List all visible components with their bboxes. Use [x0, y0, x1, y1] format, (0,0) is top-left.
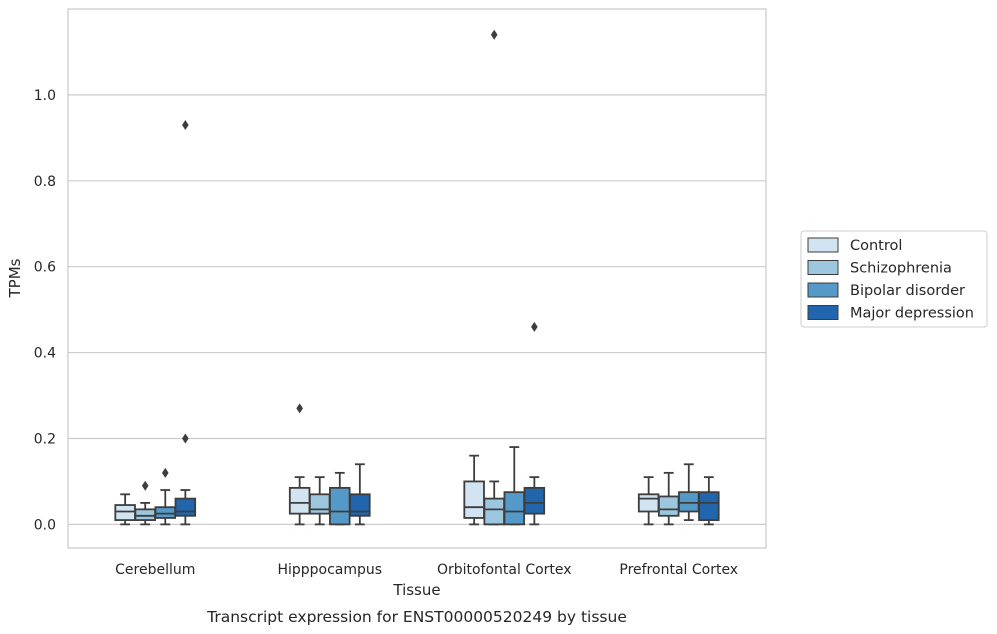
box-iqr — [523, 486, 546, 515]
box-iqr — [698, 491, 720, 521]
outlier-point — [161, 467, 169, 478]
legend-swatch — [807, 237, 839, 253]
legend-swatch — [807, 260, 839, 275]
box-3-3 — [698, 476, 720, 526]
y-tick-label: 0.4 — [34, 346, 56, 362]
legend-frame — [800, 230, 988, 328]
box-0-3 — [174, 119, 197, 526]
y-tick-label: 1.0 — [34, 88, 56, 104]
y-tick-label: 0.0 — [34, 517, 56, 533]
legend: Control Schizophrenia Bipolar disorder Majo… — [800, 230, 988, 328]
box-iqr — [288, 486, 311, 515]
legend-swatch — [807, 305, 839, 320]
x-tick-label: Prefrontal Cortex — [619, 562, 738, 578]
legend-entry-label: Bipolar disorder — [850, 283, 965, 299]
legend-swatch — [807, 282, 839, 298]
legend-entry-label: Control — [850, 238, 902, 254]
box-1-1 — [308, 476, 331, 526]
box-iqr — [503, 491, 526, 526]
outlier-point — [182, 433, 189, 444]
box-3-2 — [678, 463, 700, 521]
legend-entry-label: Major depression — [850, 306, 974, 322]
x-tick-label: Cerebellum — [115, 562, 195, 578]
box-1-3 — [349, 463, 371, 526]
box-iqr — [134, 508, 156, 521]
outlier-point — [182, 119, 189, 130]
x-tick-label: Hipppocampus — [277, 562, 382, 578]
box-iqr — [114, 504, 136, 521]
chart-caption: Transcript expression for ENST0000052024… — [206, 608, 627, 626]
box-iqr — [308, 493, 331, 515]
plot-area-frame — [67, 8, 767, 549]
box-0-1 — [134, 480, 156, 526]
box-iqr — [154, 506, 177, 519]
box-iqr — [349, 493, 371, 517]
y-axis-label: TPMs — [6, 258, 24, 298]
box-iqr — [463, 480, 485, 519]
box-iqr — [174, 497, 197, 517]
box-2-1 — [483, 29, 505, 526]
legend-items: Control Schizophrenia Bipolar disorder Majo… — [807, 237, 974, 322]
outlier-point — [141, 480, 149, 491]
outlier-point — [490, 29, 498, 40]
y-tick-label: 0.2 — [34, 431, 56, 447]
grid-lines — [68, 94, 766, 525]
box-2-0 — [463, 454, 485, 526]
box-1-0 — [288, 403, 311, 526]
box-iqr — [657, 495, 680, 517]
outlier-point — [531, 321, 538, 332]
x-tick-label: Orbitofontal Cortex — [437, 562, 572, 578]
y-tick-labels: 0.0 0.2 0.4 0.6 0.8 1.0 — [34, 88, 56, 533]
boxes — [114, 29, 720, 526]
box-0-2 — [154, 467, 177, 526]
box-iqr — [483, 497, 505, 526]
box-3-1 — [657, 471, 680, 526]
box-2-2 — [503, 446, 526, 526]
box-2-3 — [523, 321, 546, 526]
y-tick-label: 0.6 — [34, 260, 56, 276]
x-tick-labels: Cerebellum Hipppocampus Orbitofontal Corte… — [115, 562, 738, 578]
box-iqr — [678, 491, 700, 513]
legend-entry-label: Schizophrenia — [850, 261, 952, 277]
box-0-0 — [114, 493, 136, 526]
x-axis-label: Tissue — [392, 581, 440, 599]
box-3-0 — [637, 476, 660, 526]
box-1-2 — [329, 471, 351, 526]
outlier-point — [296, 403, 303, 414]
box-iqr — [329, 486, 351, 526]
y-tick-label: 0.8 — [34, 174, 56, 190]
box-iqr — [637, 493, 660, 513]
